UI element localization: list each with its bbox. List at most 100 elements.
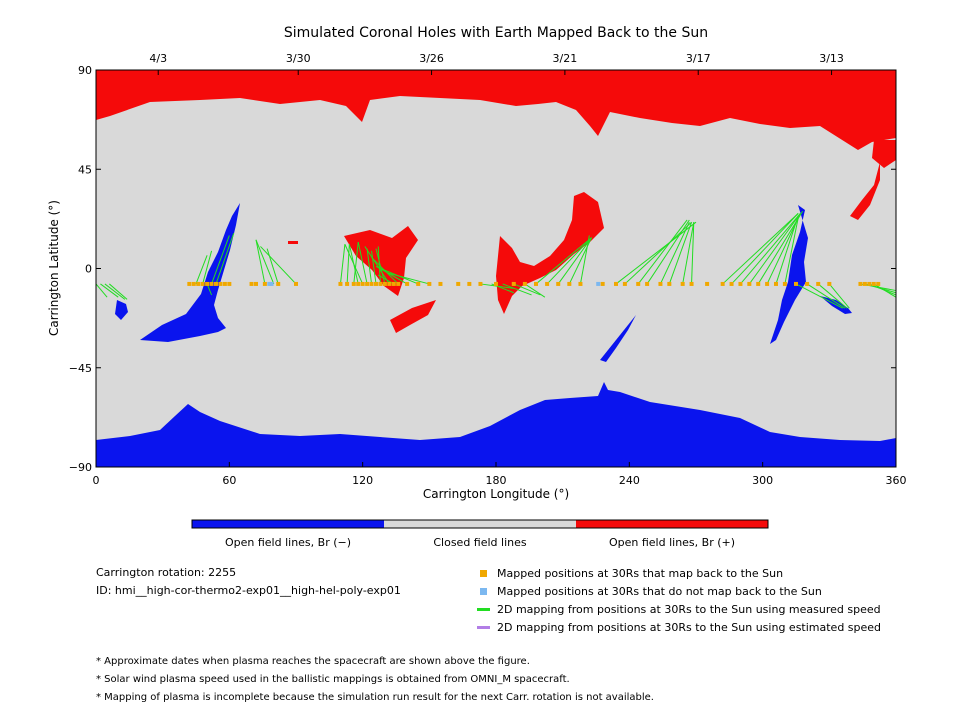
mapped-position-marker	[720, 281, 725, 286]
closed-field-region	[96, 70, 896, 467]
x-tick-label: 240	[619, 474, 640, 487]
measured-mapping-line	[266, 248, 279, 285]
measured-mapping-line	[691, 222, 695, 284]
mapped-position-marker	[351, 281, 356, 286]
mapped-position-marker	[494, 281, 498, 286]
unmapped-position-marker	[267, 281, 272, 286]
measured-mapping-line	[659, 221, 690, 285]
mapped-position-marker	[382, 281, 387, 286]
unmapped-position-marker	[596, 281, 601, 286]
mapped-position-marker	[456, 281, 461, 286]
measured-mapping-line	[873, 283, 897, 298]
measured-mapping-line	[211, 235, 230, 285]
measured-mapping-line	[364, 246, 390, 285]
legend-unmapped: Mapped positions at 30Rs that do not map…	[480, 582, 822, 600]
mapped-position-marker	[396, 281, 401, 286]
x-tick-label: 120	[352, 474, 373, 487]
measured-line-swatch	[477, 607, 490, 611]
measured-mapping-line	[740, 213, 801, 285]
mapped-position-marker	[816, 281, 821, 286]
measured-mapping-line	[195, 255, 208, 285]
footnote-dates: * Approximate dates when plasma reaches …	[96, 656, 530, 667]
mapped-position-marker	[876, 281, 881, 286]
measured-mapping-line	[344, 244, 364, 285]
mapped-position-marker	[478, 281, 483, 286]
colorbar-negative	[192, 520, 384, 528]
mapped-position-marker	[338, 281, 343, 286]
mapped-position-marker	[622, 281, 627, 286]
mapped-position-marker	[614, 281, 618, 286]
measured-mapping-line	[731, 213, 799, 285]
mapped-position-marker	[222, 281, 227, 286]
measured-mapping-line	[339, 244, 346, 284]
measured-mapping-line	[806, 283, 846, 309]
legend-estimated-label: 2D mapping from positions at 30Rs to the…	[497, 620, 882, 634]
measured-mapping-line	[346, 244, 350, 284]
mapped-position-marker	[205, 281, 210, 286]
estimated-line-swatch	[477, 625, 490, 629]
mapped-position-marker	[871, 281, 876, 286]
mapped-position-marker	[567, 281, 572, 286]
mapped-position-marker	[827, 281, 832, 286]
measured-mapping-line	[646, 219, 690, 285]
south-negative-polar-region	[96, 382, 896, 467]
mapped-position-marker	[391, 281, 396, 286]
footnote-speed: * Solar wind plasma speed used in the ba…	[96, 674, 570, 685]
mapped-position-marker	[858, 281, 863, 286]
mapped-position-marker	[467, 281, 472, 286]
mapped-position-marker	[600, 281, 605, 286]
mapped-position-marker	[209, 281, 214, 286]
measured-mapping-line	[682, 222, 695, 285]
legend-measured-label: 2D mapping from positions at 30Rs to the…	[497, 602, 881, 616]
measured-mapping-line	[748, 213, 801, 285]
mapped-position-marker	[667, 281, 672, 286]
mapped-position-marker	[254, 281, 258, 286]
measured-mapping-line	[215, 233, 235, 285]
mapped-position-marker	[214, 281, 218, 286]
mapped-position-marker	[187, 281, 192, 286]
y-tick-label: 90	[78, 64, 92, 77]
measured-mapping-line	[624, 221, 692, 285]
y-tick-label: −45	[69, 362, 92, 375]
coronal-hole-map-chart: Simulated Coronal Holes with Earth Mappe…	[47, 25, 907, 549]
colorbar-label-negative: Open field lines, Br (−)	[225, 536, 351, 549]
mapped-position-marker	[387, 281, 392, 286]
measured-mapping-line	[637, 219, 688, 285]
map-area	[96, 70, 896, 467]
mapped-position-marker	[276, 281, 281, 286]
measured-mapping-line	[260, 246, 297, 285]
footnote-incomplete: * Mapping of plasma is incomplete becaus…	[96, 692, 654, 703]
colorbar: Open field lines, Br (−) Closed field li…	[191, 519, 769, 549]
measured-mapping-line	[579, 235, 590, 285]
measured-mapping-line	[357, 241, 368, 285]
measured-mapping-line	[255, 239, 275, 285]
measured-mapping-line	[95, 283, 108, 298]
colorbar-label-positive: Open field lines, Br (+)	[609, 536, 735, 549]
measured-mapping-line	[722, 212, 799, 285]
negative-hole	[770, 205, 808, 344]
legend-mapped-label: Mapped positions at 30Rs that map back t…	[497, 566, 784, 580]
x-tick-label: 60	[222, 474, 236, 487]
measured-mapping-line	[524, 283, 546, 298]
mapped-position-marker	[645, 281, 650, 286]
x-tick-label: 180	[486, 474, 507, 487]
measured-mapping-line	[535, 237, 592, 285]
negative-hole	[600, 315, 636, 362]
measured-mapping-line	[557, 237, 592, 285]
mapped-position-marker	[738, 281, 743, 286]
measured-mapping-line	[366, 248, 373, 285]
mapped-position-marker	[805, 281, 810, 286]
date-tick-label: 3/13	[819, 52, 844, 65]
positive-hole	[872, 140, 896, 168]
chart-title: Simulated Coronal Holes with Earth Mappe…	[284, 25, 708, 41]
y-axis-label: Carrington Latitude (°)	[47, 200, 61, 336]
measured-mapping-line	[546, 237, 592, 285]
mapped-position-marker	[522, 281, 527, 286]
mapped-position-marker	[438, 281, 443, 286]
mapped-position-marker	[556, 281, 561, 286]
mapped-position-marker	[636, 281, 641, 286]
mapped-position-marker	[294, 281, 298, 286]
measured-mapping-line	[255, 239, 266, 285]
x-tick-label: 0	[93, 474, 100, 487]
date-tick-label: 3/21	[553, 52, 578, 65]
